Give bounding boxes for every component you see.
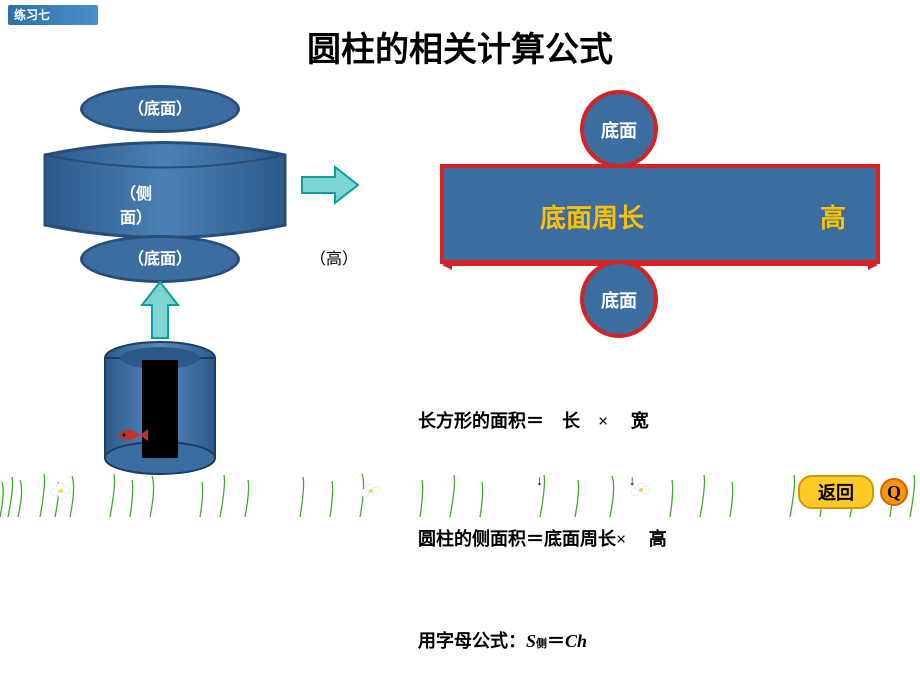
net-top-circle: 底面: [580, 90, 658, 168]
formula-eq: ＝: [547, 631, 565, 651]
home-icon[interactable]: Q: [880, 478, 908, 506]
net-rectangle: [440, 164, 880, 264]
cylinder-bottom-face: （底面）: [80, 235, 240, 283]
cylinder-side-label: （侧面）: [120, 180, 152, 228]
return-button[interactable]: 返回: [798, 475, 874, 509]
formula-S: S: [526, 631, 536, 651]
lateral-area-b: 高: [649, 529, 667, 549]
net-bottom-circle: 底面: [580, 260, 658, 338]
grass-decoration: [0, 462, 920, 517]
can-illustration: [100, 340, 220, 475]
lateral-area-label: 圆柱的侧面积＝: [418, 529, 544, 549]
lateral-area-a: 底面周长: [544, 529, 616, 549]
arrow-up-icon: [140, 280, 180, 340]
formula-S-sub: 侧: [536, 638, 547, 650]
net-width-arrows: [442, 260, 878, 270]
rect-area-label: 长方形的面积＝: [418, 411, 544, 431]
rect-area-op: ×: [598, 411, 608, 431]
rect-area-b: 宽: [631, 411, 649, 431]
formula-block: 长方形的面积＝ 长 × 宽 ↓ ↓ 圆柱的侧面积＝底面周长× 高 用字母公式：S…: [400, 370, 667, 695]
formula-C: C: [565, 631, 577, 651]
net-height-label: 高: [820, 198, 846, 235]
rect-area-a: 长: [562, 411, 580, 431]
formula-h: h: [577, 631, 587, 651]
arrow-right-icon: [300, 165, 360, 205]
cylinder-top-face: （底面）: [80, 85, 240, 133]
cylinder-height-label: （高）: [310, 245, 358, 269]
lateral-area-op: ×: [616, 529, 626, 549]
return-group: 返回 Q: [798, 475, 908, 509]
letter-formula-label: 用字母公式：: [418, 631, 526, 651]
page-title: 圆柱的相关计算公式: [0, 22, 920, 71]
net-circumference-label: 底面周长: [540, 198, 644, 235]
cylinder-body: [40, 135, 290, 245]
arrow-shape: [302, 167, 358, 203]
